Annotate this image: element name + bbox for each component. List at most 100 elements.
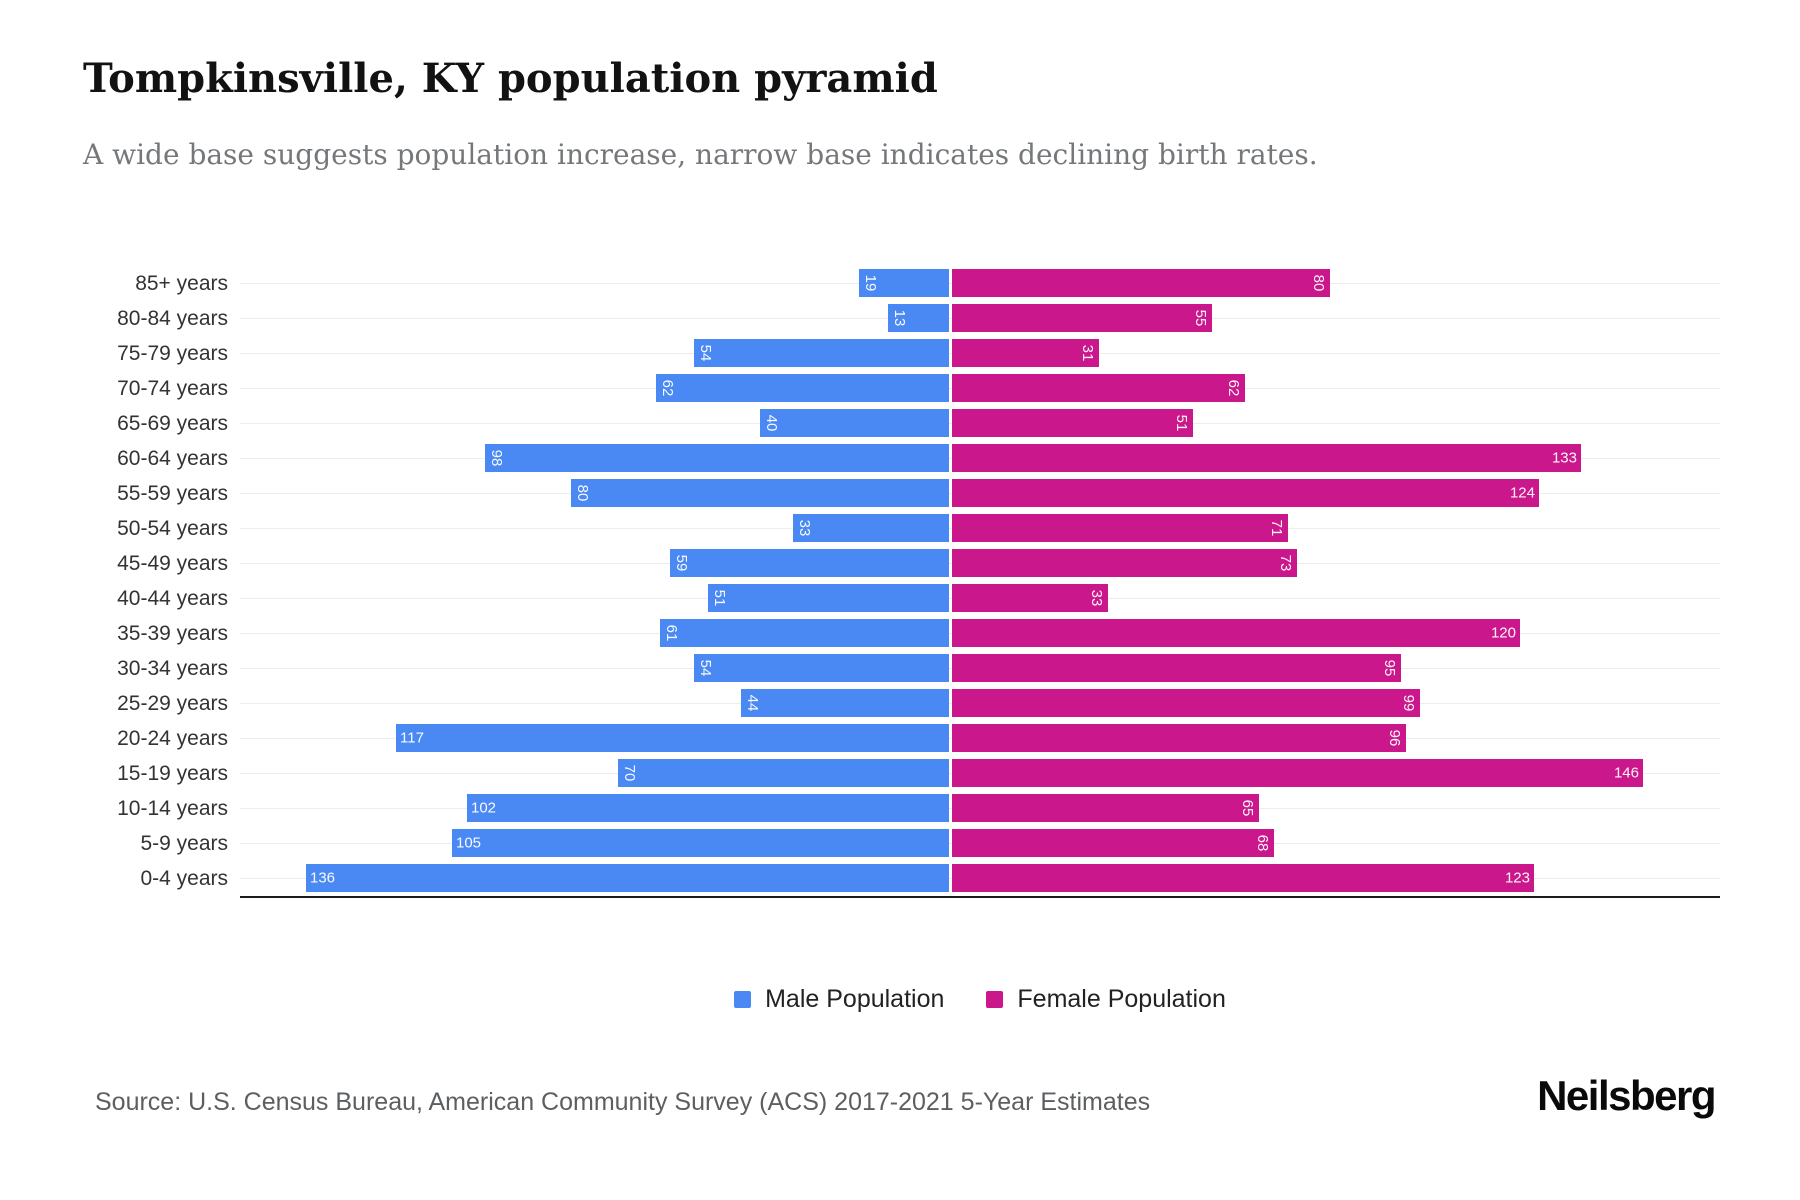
female-bar[interactable]: 55 bbox=[952, 304, 1212, 332]
age-row: 60-64 years 98 133 bbox=[95, 441, 1720, 476]
age-row: 45-49 years 59 73 bbox=[95, 546, 1720, 581]
male-bar[interactable]: 105 bbox=[452, 829, 949, 857]
age-row: 80-84 years 13 55 bbox=[95, 301, 1720, 336]
age-group-label: 65-69 years bbox=[117, 412, 228, 435]
female-value-label: 124 bbox=[1509, 484, 1535, 502]
age-row: 5-9 years 105 68 bbox=[95, 826, 1720, 861]
male-value-label: 54 bbox=[697, 344, 714, 362]
male-value-label: 59 bbox=[673, 554, 690, 572]
male-value-label: 19 bbox=[862, 274, 879, 292]
male-bar[interactable]: 102 bbox=[467, 794, 949, 822]
female-bar[interactable]: 80 bbox=[952, 269, 1330, 297]
female-value-label: 99 bbox=[1400, 694, 1417, 712]
female-bar[interactable]: 146 bbox=[952, 759, 1643, 787]
male-bar[interactable]: 44 bbox=[741, 689, 949, 717]
age-row: 15-19 years 70 146 bbox=[95, 756, 1720, 791]
male-value-label: 70 bbox=[621, 764, 638, 782]
male-bar[interactable]: 98 bbox=[485, 444, 949, 472]
female-value-label: 133 bbox=[1551, 449, 1577, 467]
male-bar[interactable]: 59 bbox=[670, 549, 949, 577]
female-value-label: 123 bbox=[1504, 869, 1530, 887]
female-bar[interactable]: 73 bbox=[952, 549, 1297, 577]
female-value-label: 73 bbox=[1277, 554, 1294, 572]
female-bar[interactable]: 120 bbox=[952, 619, 1520, 647]
age-group-label: 25-29 years bbox=[117, 692, 228, 715]
female-bar[interactable]: 68 bbox=[952, 829, 1274, 857]
age-row: 35-39 years 61 120 bbox=[95, 616, 1720, 651]
female-legend-swatch bbox=[986, 991, 1004, 1008]
age-row: 40-44 years 51 33 bbox=[95, 581, 1720, 616]
age-group-label: 30-34 years bbox=[117, 657, 228, 680]
legend-item-female[interactable]: Female Population bbox=[986, 985, 1226, 1014]
male-value-label: 61 bbox=[663, 624, 680, 642]
male-bar[interactable]: 51 bbox=[708, 584, 949, 612]
male-bar[interactable]: 19 bbox=[859, 269, 949, 297]
female-bar[interactable]: 51 bbox=[952, 409, 1193, 437]
row-plot-area: 33 71 bbox=[240, 511, 1720, 546]
age-group-label: 45-49 years bbox=[117, 552, 228, 575]
row-plot-area: 51 33 bbox=[240, 581, 1720, 616]
plot-rows: 85+ years 19 80 80-84 years 13 55 75-79 years 5… bbox=[95, 266, 1720, 896]
age-group-label: 85+ years bbox=[135, 272, 228, 295]
male-bar[interactable]: 33 bbox=[793, 514, 949, 542]
male-bar[interactable]: 80 bbox=[571, 479, 949, 507]
row-plot-area: 117 96 bbox=[240, 721, 1720, 756]
female-value-label: 33 bbox=[1088, 589, 1105, 607]
female-value-label: 96 bbox=[1386, 729, 1403, 747]
age-group-label: 75-79 years bbox=[117, 342, 228, 365]
female-bar[interactable]: 33 bbox=[952, 584, 1108, 612]
female-bar[interactable]: 65 bbox=[952, 794, 1259, 822]
female-value-label: 146 bbox=[1613, 764, 1639, 782]
source-attribution: Source: U.S. Census Bureau, American Com… bbox=[95, 1088, 1151, 1116]
female-bar[interactable]: 31 bbox=[952, 339, 1099, 367]
female-bar[interactable]: 62 bbox=[952, 374, 1245, 402]
age-group-label: 40-44 years bbox=[117, 587, 228, 610]
female-bar[interactable]: 99 bbox=[952, 689, 1420, 717]
age-group-label: 0-4 years bbox=[140, 867, 228, 890]
female-value-label: 51 bbox=[1173, 414, 1190, 432]
male-bar[interactable]: 136 bbox=[306, 864, 949, 892]
male-value-label: 44 bbox=[744, 694, 761, 712]
female-value-label: 95 bbox=[1381, 659, 1398, 677]
male-bar[interactable]: 54 bbox=[694, 339, 949, 367]
male-bar[interactable]: 13 bbox=[888, 304, 949, 332]
female-value-label: 31 bbox=[1079, 344, 1096, 362]
age-group-label: 60-64 years bbox=[117, 447, 228, 470]
legend-item-male[interactable]: Male Population bbox=[734, 985, 944, 1014]
male-bar[interactable]: 117 bbox=[396, 724, 949, 752]
row-plot-area: 44 99 bbox=[240, 686, 1720, 721]
female-bar[interactable]: 124 bbox=[952, 479, 1539, 507]
female-value-label: 62 bbox=[1225, 379, 1242, 397]
female-value-label: 80 bbox=[1310, 274, 1327, 292]
male-bar[interactable]: 70 bbox=[618, 759, 949, 787]
male-bar[interactable]: 61 bbox=[660, 619, 949, 647]
age-group-label: 35-39 years bbox=[117, 622, 228, 645]
male-legend-label: Male Population bbox=[765, 985, 945, 1013]
male-value-label: 105 bbox=[456, 834, 482, 852]
male-value-label: 13 bbox=[891, 309, 908, 327]
row-plot-area: 102 65 bbox=[240, 791, 1720, 826]
row-plot-area: 62 62 bbox=[240, 371, 1720, 406]
male-bar[interactable]: 40 bbox=[760, 409, 949, 437]
age-group-label: 55-59 years bbox=[117, 482, 228, 505]
age-row: 30-34 years 54 95 bbox=[95, 651, 1720, 686]
age-row: 85+ years 19 80 bbox=[95, 266, 1720, 301]
male-bar[interactable]: 54 bbox=[694, 654, 949, 682]
female-bar[interactable]: 95 bbox=[952, 654, 1401, 682]
row-plot-area: 40 51 bbox=[240, 406, 1720, 441]
female-bar[interactable]: 71 bbox=[952, 514, 1288, 542]
male-legend-swatch bbox=[734, 991, 752, 1008]
age-row: 25-29 years 44 99 bbox=[95, 686, 1720, 721]
male-value-label: 33 bbox=[796, 519, 813, 537]
female-bar[interactable]: 133 bbox=[952, 444, 1581, 472]
age-row: 0-4 years 136 123 bbox=[95, 861, 1720, 896]
male-bar[interactable]: 62 bbox=[656, 374, 949, 402]
female-value-label: 65 bbox=[1239, 799, 1256, 817]
male-value-label: 40 bbox=[763, 414, 780, 432]
row-plot-area: 54 31 bbox=[240, 336, 1720, 371]
female-bar[interactable]: 96 bbox=[952, 724, 1406, 752]
male-value-label: 98 bbox=[488, 449, 505, 467]
female-bar[interactable]: 123 bbox=[952, 864, 1534, 892]
row-plot-area: 54 95 bbox=[240, 651, 1720, 686]
